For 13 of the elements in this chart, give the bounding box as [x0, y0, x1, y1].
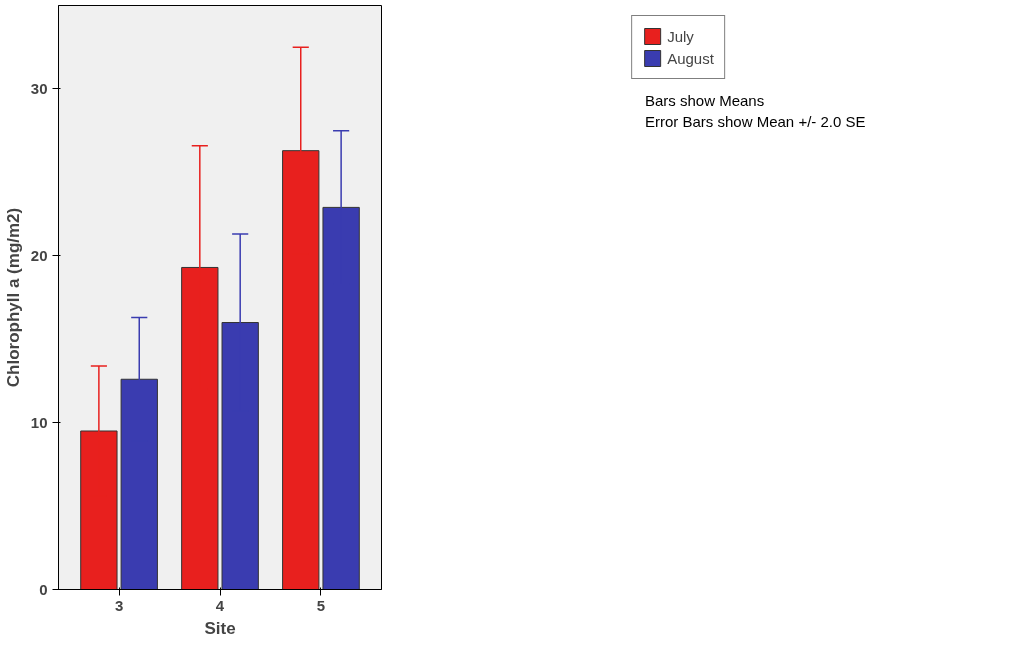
y-tick-label: 20: [30, 246, 48, 264]
x-axis-title: Site: [204, 618, 236, 638]
x-tick-label: 3: [114, 596, 124, 614]
legend-label: August: [667, 49, 714, 67]
text: Bars show Means: [645, 92, 765, 109]
y-tick-label: 30: [30, 79, 48, 97]
y-tick-label: 0: [39, 580, 48, 598]
y-tick-label: 10: [30, 413, 48, 431]
x-tick-label: 5: [316, 596, 326, 614]
legend-label: July: [667, 27, 694, 45]
x-tick-label: 4: [215, 596, 225, 614]
text: Error Bars show Mean +/- 2.0 SE: [645, 113, 866, 131]
y-axis-title: Chlorophyll a (mg/m2): [3, 207, 23, 388]
